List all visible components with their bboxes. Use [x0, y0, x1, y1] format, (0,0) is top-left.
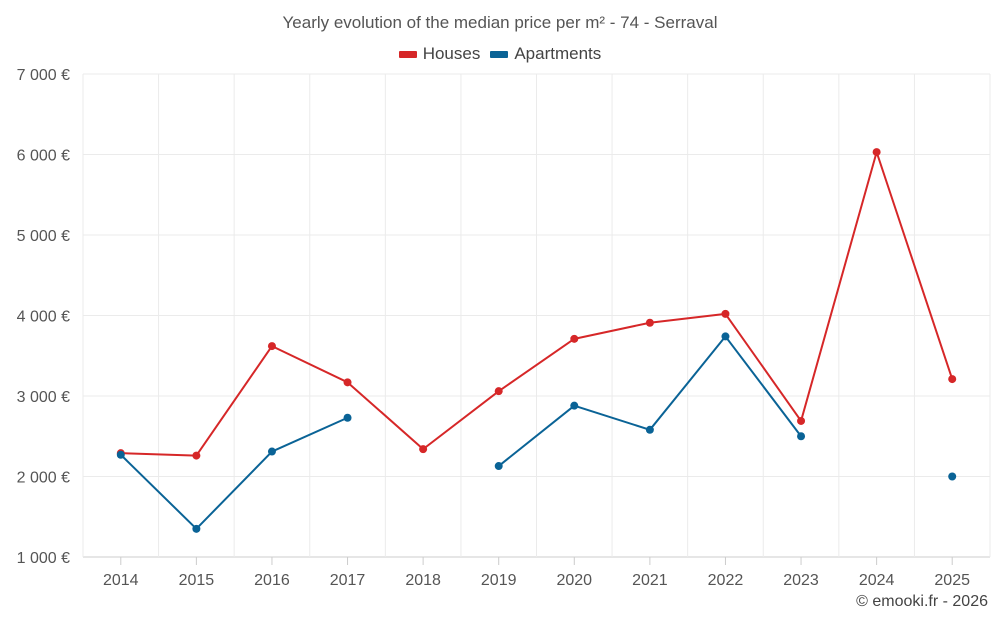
data-point-houses[interactable]: [872, 148, 881, 157]
chart-title: Yearly evolution of the median price per…: [282, 13, 718, 32]
data-point-apartments[interactable]: [645, 425, 654, 434]
data-point-apartments[interactable]: [948, 472, 957, 481]
x-tick-label: 2015: [179, 572, 215, 589]
data-point-houses[interactable]: [797, 416, 806, 425]
y-tick-label: 5 000 €: [17, 228, 70, 245]
data-point-apartments[interactable]: [116, 450, 125, 459]
y-tick-label: 3 000 €: [17, 389, 70, 406]
data-point-apartments[interactable]: [267, 447, 276, 456]
data-point-apartments[interactable]: [494, 462, 503, 471]
data-point-houses[interactable]: [948, 375, 957, 384]
data-point-houses[interactable]: [343, 378, 352, 387]
data-point-apartments[interactable]: [721, 332, 730, 341]
x-tick-label: 2023: [783, 572, 819, 589]
data-point-apartments[interactable]: [797, 432, 806, 441]
x-tick-label: 2019: [481, 572, 517, 589]
x-tick-label: 2018: [405, 572, 441, 589]
x-tick-label: 2017: [330, 572, 366, 589]
data-point-houses[interactable]: [721, 309, 730, 318]
x-tick-label: 2014: [103, 572, 139, 589]
x-tick-label: 2016: [254, 572, 290, 589]
data-point-houses[interactable]: [419, 445, 428, 454]
data-point-apartments[interactable]: [343, 413, 352, 422]
legend-item-apartments[interactable]: Apartments: [490, 44, 601, 64]
y-tick-label: 7 000 €: [17, 67, 70, 84]
y-tick-label: 2 000 €: [17, 470, 70, 487]
series-line-houses: [120, 151, 954, 457]
series-line-apartments: [120, 416, 348, 530]
legend-label-houses: Houses: [422, 44, 481, 63]
x-tick-label: 2021: [632, 572, 668, 589]
legend: Houses Apartments: [0, 44, 1000, 64]
data-point-apartments[interactable]: [192, 524, 201, 533]
data-point-houses[interactable]: [494, 387, 503, 396]
data-point-apartments[interactable]: [570, 401, 579, 410]
x-tick-label: 2020: [556, 572, 592, 589]
x-tick-label: 2022: [708, 572, 744, 589]
y-tick-label: 1 000 €: [17, 550, 70, 567]
data-point-houses[interactable]: [267, 342, 276, 351]
y-tick-label: 6 000 €: [17, 148, 70, 165]
legend-item-houses[interactable]: Houses: [398, 44, 481, 64]
legend-label-apartments: Apartments: [514, 44, 602, 63]
legend-swatch-houses: [398, 50, 417, 58]
y-tick-label: 4 000 €: [17, 309, 70, 326]
x-tick-label: 2024: [859, 572, 895, 589]
legend-swatch-apartments: [490, 50, 509, 58]
data-point-houses[interactable]: [645, 318, 654, 327]
data-point-houses[interactable]: [192, 451, 201, 460]
credit-text: © emooki.fr - 2026: [856, 593, 988, 610]
data-point-houses[interactable]: [570, 334, 579, 343]
x-tick-label: 2025: [934, 572, 970, 589]
